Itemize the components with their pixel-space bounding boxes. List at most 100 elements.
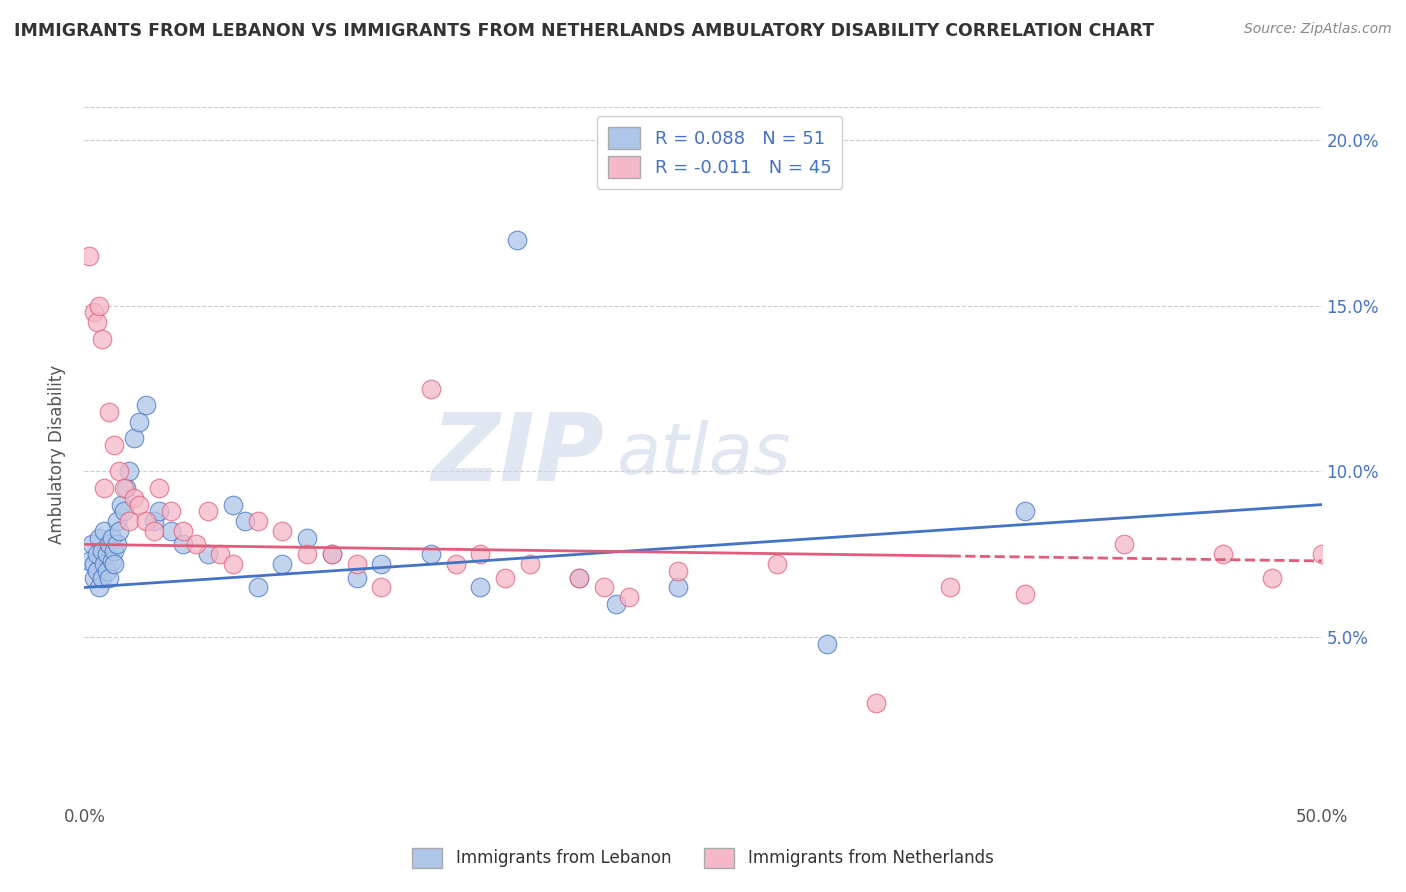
Point xyxy=(96,547,118,561)
Point xyxy=(222,558,245,572)
Point xyxy=(135,514,157,528)
Point xyxy=(1310,547,1333,561)
Point xyxy=(108,524,131,538)
Point xyxy=(666,581,689,595)
Point xyxy=(83,570,105,584)
Point xyxy=(142,514,165,528)
Point xyxy=(197,547,219,561)
Point xyxy=(103,544,125,558)
Legend: R = 0.088   N = 51, R = -0.011   N = 45: R = 0.088 N = 51, R = -0.011 N = 45 xyxy=(598,116,842,189)
Point xyxy=(93,524,115,538)
Point xyxy=(100,554,122,568)
Text: atlas: atlas xyxy=(616,420,792,490)
Point xyxy=(939,581,962,595)
Point xyxy=(118,514,141,528)
Point xyxy=(321,547,343,561)
Point xyxy=(209,547,232,561)
Point xyxy=(1261,570,1284,584)
Point xyxy=(271,524,294,538)
Point xyxy=(93,481,115,495)
Point xyxy=(100,531,122,545)
Point xyxy=(86,547,108,561)
Point xyxy=(605,597,627,611)
Point xyxy=(135,398,157,412)
Point xyxy=(617,591,640,605)
Point xyxy=(494,570,516,584)
Point xyxy=(103,438,125,452)
Point xyxy=(519,558,541,572)
Point xyxy=(346,558,368,572)
Point xyxy=(98,570,121,584)
Point xyxy=(321,547,343,561)
Point xyxy=(568,570,591,584)
Point xyxy=(470,547,492,561)
Point xyxy=(112,481,135,495)
Point xyxy=(246,581,269,595)
Point xyxy=(1014,504,1036,518)
Point xyxy=(128,498,150,512)
Point xyxy=(346,570,368,584)
Point xyxy=(1014,587,1036,601)
Point xyxy=(128,415,150,429)
Point xyxy=(246,514,269,528)
Point xyxy=(160,524,183,538)
Point xyxy=(142,524,165,538)
Point xyxy=(105,514,128,528)
Point xyxy=(233,514,256,528)
Point xyxy=(122,491,145,505)
Point xyxy=(815,637,838,651)
Point xyxy=(105,537,128,551)
Point xyxy=(90,332,112,346)
Point xyxy=(118,465,141,479)
Point xyxy=(86,315,108,329)
Point xyxy=(172,537,194,551)
Point xyxy=(98,405,121,419)
Point xyxy=(370,558,392,572)
Point xyxy=(444,558,467,572)
Point xyxy=(83,558,105,572)
Point xyxy=(80,537,103,551)
Point xyxy=(506,233,529,247)
Point xyxy=(110,498,132,512)
Point xyxy=(370,581,392,595)
Point xyxy=(593,581,616,595)
Point xyxy=(197,504,219,518)
Point xyxy=(184,537,207,551)
Point xyxy=(271,558,294,572)
Point xyxy=(93,558,115,572)
Point xyxy=(222,498,245,512)
Point xyxy=(568,570,591,584)
Point xyxy=(90,570,112,584)
Point xyxy=(108,465,131,479)
Y-axis label: Ambulatory Disability: Ambulatory Disability xyxy=(48,366,66,544)
Point xyxy=(103,558,125,572)
Point xyxy=(122,431,145,445)
Point xyxy=(79,249,101,263)
Point xyxy=(1212,547,1234,561)
Point xyxy=(115,481,138,495)
Point xyxy=(96,564,118,578)
Point xyxy=(295,547,318,561)
Point xyxy=(98,537,121,551)
Point xyxy=(79,554,101,568)
Text: Source: ZipAtlas.com: Source: ZipAtlas.com xyxy=(1244,22,1392,37)
Point xyxy=(83,305,105,319)
Point xyxy=(160,504,183,518)
Point xyxy=(1112,537,1135,551)
Point xyxy=(666,564,689,578)
Point xyxy=(90,544,112,558)
Point xyxy=(419,382,441,396)
Point xyxy=(89,581,111,595)
Point xyxy=(89,299,111,313)
Point xyxy=(766,558,789,572)
Text: IMMIGRANTS FROM LEBANON VS IMMIGRANTS FROM NETHERLANDS AMBULATORY DISABILITY COR: IMMIGRANTS FROM LEBANON VS IMMIGRANTS FR… xyxy=(14,22,1154,40)
Text: ZIP: ZIP xyxy=(432,409,605,501)
Point xyxy=(295,531,318,545)
Point xyxy=(148,504,170,518)
Point xyxy=(89,531,111,545)
Point xyxy=(112,504,135,518)
Point xyxy=(419,547,441,561)
Point xyxy=(148,481,170,495)
Point xyxy=(865,697,887,711)
Point xyxy=(86,564,108,578)
